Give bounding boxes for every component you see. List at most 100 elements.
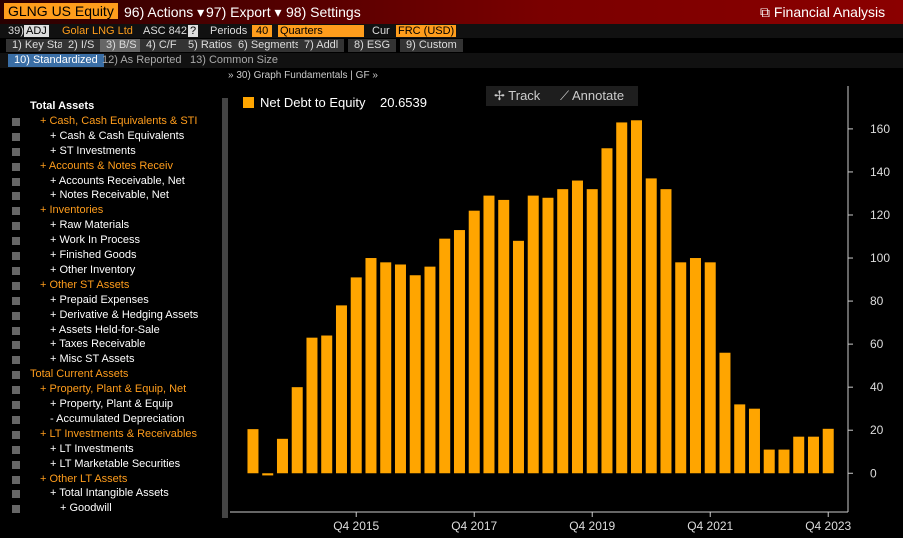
currency[interactable]: FRC (USD) — [396, 25, 457, 37]
bar — [498, 199, 510, 474]
bar — [321, 335, 333, 474]
checkbox[interactable] — [12, 177, 20, 186]
checkbox[interactable] — [12, 386, 20, 395]
bar — [689, 258, 701, 474]
row-label[interactable]: + Notes Receivable, Net — [50, 189, 169, 202]
checkbox[interactable] — [12, 147, 20, 156]
bar — [704, 262, 716, 474]
subtab[interactable]: 13) Common Size — [190, 54, 279, 66]
row-label[interactable]: + Property, Plant & Equip, Net — [40, 383, 187, 396]
tab[interactable]: 6) Segments — [232, 39, 307, 52]
subtab[interactable]: 12) As Reported — [102, 54, 182, 66]
bar — [616, 122, 628, 474]
y-tick-label: 60 — [870, 337, 884, 351]
standard: ASC 842 — [143, 25, 188, 37]
checkbox[interactable] — [12, 207, 20, 216]
checkbox[interactable] — [12, 192, 20, 201]
x-tick-label: Q4 2023 — [805, 519, 851, 533]
row-label[interactable]: + Inventories — [40, 204, 104, 217]
row-label[interactable]: + Taxes Receivable — [50, 338, 146, 351]
row-label[interactable]: + Misc ST Assets — [50, 353, 135, 366]
checkbox[interactable] — [12, 252, 20, 260]
checkbox[interactable] — [12, 401, 20, 409]
row-label[interactable]: + Total Intangible Assets — [50, 487, 169, 500]
row-label[interactable]: + Cash, Cash Equivalents & STI — [40, 114, 198, 127]
row-label[interactable]: + Other LT Assets — [40, 472, 128, 485]
export-menu[interactable]: 97) Export ▾ — [206, 4, 282, 20]
bar — [748, 408, 760, 474]
tab[interactable]: 4) C/F — [140, 39, 183, 52]
checkbox[interactable] — [12, 505, 20, 514]
checkbox[interactable] — [12, 356, 20, 365]
track-label[interactable]: Track — [508, 88, 541, 103]
bar — [719, 352, 731, 474]
checkbox[interactable] — [12, 460, 20, 469]
tab[interactable]: 9) Custom — [400, 39, 463, 52]
checkbox[interactable] — [12, 445, 20, 454]
bar — [586, 189, 598, 474]
bar — [793, 436, 805, 474]
tab[interactable]: 7) Addl — [298, 39, 345, 52]
checkbox[interactable] — [12, 326, 20, 335]
help[interactable]: ? — [188, 25, 199, 37]
checkbox[interactable] — [12, 341, 20, 350]
row-label[interactable]: + Property, Plant & Equip — [50, 398, 174, 410]
track-button[interactable]: ✢ Track — [494, 88, 541, 103]
row-label[interactable]: Total Assets — [30, 100, 95, 112]
row-label[interactable]: + Prepaid Expenses — [50, 293, 149, 306]
row-label[interactable]: + Work In Process — [50, 234, 140, 247]
checkbox[interactable] — [12, 490, 20, 499]
bar — [365, 258, 377, 474]
x-tick-label: Q4 2019 — [569, 519, 615, 533]
row-label[interactable]: + Goodwill — [60, 502, 112, 515]
checkbox[interactable] — [12, 311, 20, 320]
row-label[interactable]: + Accounts Receivable, Net — [50, 174, 185, 187]
row-label[interactable]: + LT Investments — [50, 442, 134, 455]
subtab[interactable]: 10) Standardized — [8, 54, 104, 67]
annotate-button[interactable]: ⟋ Annotate — [560, 88, 624, 103]
row-label[interactable]: + Raw Materials — [50, 219, 130, 232]
settings-menu[interactable]: 98) Settings — [286, 4, 361, 20]
tab[interactable]: 3) B/S — [100, 39, 143, 52]
bar — [527, 195, 539, 474]
tab[interactable]: 5) Ratios — [182, 39, 239, 52]
annotate-label[interactable]: Annotate — [572, 88, 624, 103]
row-label[interactable]: - Accumulated Depreciation — [50, 412, 185, 425]
toolbar: 39) ADJ Golar LNG Ltd ASC 842 ? Periods … — [0, 24, 903, 38]
periods[interactable]: 40 — [252, 25, 273, 37]
ticker[interactable]: GLNG US Equity — [4, 3, 118, 19]
checkbox[interactable] — [12, 296, 20, 305]
row-label[interactable]: + Other Inventory — [50, 263, 136, 276]
row-label[interactable]: + LT Marketable Securities — [50, 457, 181, 470]
row-label[interactable]: Total Current Assets — [30, 368, 129, 381]
checkbox[interactable] — [12, 237, 20, 246]
actions-menu[interactable]: 96) Actions ▾ — [124, 4, 205, 20]
row-label[interactable]: + Derivative & Hedging Assets — [50, 308, 199, 321]
y-tick-label: 100 — [870, 251, 890, 265]
bar — [734, 404, 746, 474]
adj[interactable]: ADJ — [24, 25, 49, 37]
checkbox[interactable] — [12, 117, 20, 126]
checkbox[interactable] — [12, 162, 20, 171]
checkbox[interactable] — [12, 371, 20, 380]
row-label[interactable]: + Cash & Cash Equivalents — [50, 129, 185, 142]
row-label[interactable]: + Accounts & Notes Receiv — [40, 159, 173, 172]
row-label[interactable]: + Assets Held-for-Sale — [50, 323, 160, 336]
checkbox[interactable] — [12, 281, 20, 290]
checkbox[interactable] — [12, 266, 20, 275]
checkbox[interactable] — [12, 415, 20, 424]
tab[interactable]: 8) ESG — [348, 39, 397, 52]
x-tick-label: Q4 2017 — [451, 519, 497, 533]
frequency[interactable]: Quarters — [278, 25, 364, 37]
row-label[interactable]: + Other ST Assets — [40, 278, 130, 291]
tab[interactable]: 1) Key Stats — [6, 39, 78, 52]
checkbox[interactable] — [12, 430, 20, 439]
tab[interactable]: 2) I/S — [62, 39, 101, 52]
x-tick-label: Q4 2015 — [333, 519, 379, 533]
row-label[interactable]: + ST Investments — [50, 144, 136, 157]
row-label[interactable]: + Finished Goods — [50, 249, 137, 261]
checkbox[interactable] — [12, 222, 20, 231]
checkbox[interactable] — [12, 132, 20, 141]
checkbox[interactable] — [12, 475, 20, 484]
row-label[interactable]: + LT Investments & Receivables — [40, 427, 198, 440]
